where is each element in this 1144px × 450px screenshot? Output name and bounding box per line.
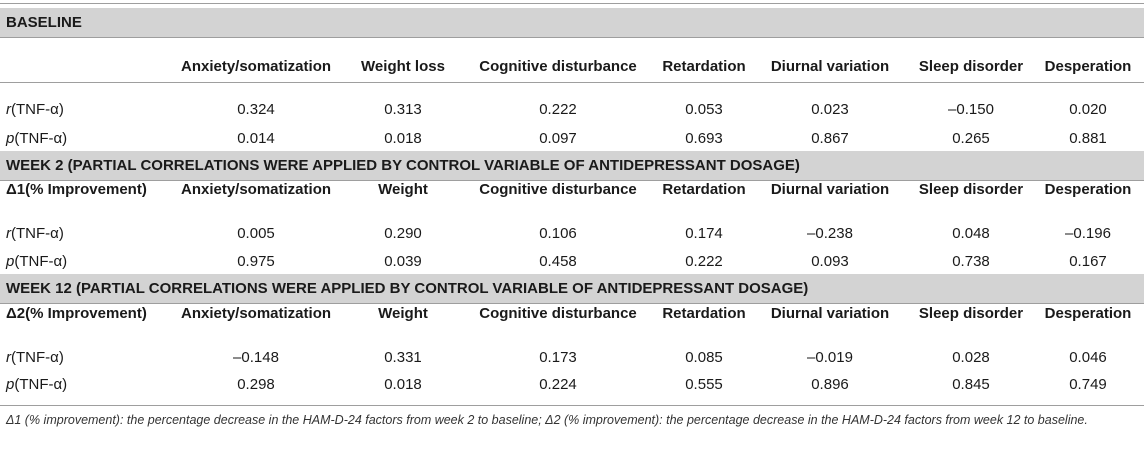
table-cell: 0.046 <box>1069 349 1107 366</box>
column-header: Cognitive disturbance <box>479 305 637 322</box>
column-header: Anxiety/somatization <box>180 305 332 322</box>
column-header: Retardation <box>662 305 746 322</box>
table-row: r(TNF-α) 0.324 0.313 0.222 0.053 0.023 –… <box>0 95 1144 125</box>
header-row-week2: Δ1(% Improvement) Anxiety/somatization W… <box>0 175 1144 205</box>
table-cell: 0.331 <box>384 349 422 366</box>
table-cell: 0.324 <box>237 101 275 118</box>
table-cell: 0.749 <box>1069 376 1107 393</box>
section-title-week2: WEEK 2 (PARTIAL CORRELATIONS WERE APPLIE… <box>0 151 1144 181</box>
table-cell: 0.097 <box>539 130 577 147</box>
table-cell: 0.222 <box>539 101 577 118</box>
column-header: Anxiety/somatization <box>180 58 332 75</box>
table-row: p(TNF-α) 0.298 0.018 0.224 0.555 0.896 0… <box>0 370 1144 400</box>
table-cell: 0.018 <box>384 130 422 147</box>
table-cell: 0.265 <box>952 130 990 147</box>
column-header: Sleep disorder <box>918 305 1024 322</box>
table-row: p(TNF-α) 0.975 0.039 0.458 0.222 0.093 0… <box>0 247 1144 278</box>
table-cell: 0.023 <box>811 101 849 118</box>
column-header: Cognitive disturbance <box>479 181 637 198</box>
table-cell: –0.150 <box>948 101 994 118</box>
table-cell: 0.881 <box>1069 130 1107 147</box>
table-cell: 0.298 <box>237 376 275 393</box>
table-cell: –0.196 <box>1065 225 1111 242</box>
header-label: Δ2(% Improvement) <box>6 305 147 322</box>
table-cell: 0.738 <box>952 253 990 270</box>
table-cell: –0.148 <box>233 349 279 366</box>
column-header: Retardation <box>662 58 746 75</box>
column-header: Weight <box>378 305 428 322</box>
table-cell: 0.290 <box>384 225 422 242</box>
column-header: Weight loss <box>361 58 445 75</box>
table-cell: 0.093 <box>811 253 849 270</box>
column-header: Retardation <box>662 181 746 198</box>
row-label: p(TNF-α) <box>6 130 68 147</box>
table-cell: 0.005 <box>237 225 275 242</box>
column-header: Sleep disorder <box>918 58 1024 75</box>
column-header: Cognitive disturbance <box>479 58 637 75</box>
row-label: r(TNF-α) <box>6 101 64 118</box>
column-header: Anxiety/somatization <box>180 181 332 198</box>
table-cell: 0.313 <box>384 101 422 118</box>
row-label: p(TNF-α) <box>6 376 68 393</box>
table-row: r(TNF-α) –0.148 0.331 0.173 0.085 –0.019… <box>0 343 1144 373</box>
table-footnote: Δ1 (% improvement): the percentage decre… <box>6 413 1088 427</box>
table-cell: 0.555 <box>685 376 723 393</box>
column-header: Diurnal variation <box>770 58 890 75</box>
table-cell: 0.106 <box>539 225 577 242</box>
row-label: r(TNF-α) <box>6 349 64 366</box>
row-label: r(TNF-α) <box>6 225 64 242</box>
table-cell: 0.975 <box>237 253 275 270</box>
table-cell: 0.028 <box>952 349 990 366</box>
table-cell: 0.867 <box>811 130 849 147</box>
header-row-baseline: Anxiety/somatization Weight loss Cogniti… <box>0 52 1144 83</box>
table-cell: 0.018 <box>384 376 422 393</box>
column-header: Desperation <box>1044 305 1132 322</box>
table-cell: 0.085 <box>685 349 723 366</box>
column-header: Diurnal variation <box>770 305 890 322</box>
section-title-baseline: BASELINE <box>0 8 1144 38</box>
section-title-week12: WEEK 12 (PARTIAL CORRELATIONS WERE APPLI… <box>0 274 1144 304</box>
column-header: Desperation <box>1044 181 1132 198</box>
table-cell: 0.174 <box>685 225 723 242</box>
row-label: p(TNF-α) <box>6 253 68 270</box>
header-row-week12: Δ2(% Improvement) Anxiety/somatization W… <box>0 299 1144 329</box>
table-cell: 0.048 <box>952 225 990 242</box>
header-label: Δ1(% Improvement) <box>6 181 147 198</box>
table-cell: 0.222 <box>685 253 723 270</box>
column-header: Sleep disorder <box>918 181 1024 198</box>
table-cell: 0.053 <box>685 101 723 118</box>
table-cell: 0.845 <box>952 376 990 393</box>
table-cell: 0.039 <box>384 253 422 270</box>
table-cell: 0.458 <box>539 253 577 270</box>
table-row: r(TNF-α) 0.005 0.290 0.106 0.174 –0.238 … <box>0 219 1144 249</box>
column-header: Diurnal variation <box>770 181 890 198</box>
table-cell: 0.224 <box>539 376 577 393</box>
table-cell: 0.173 <box>539 349 577 366</box>
table-bottom-rule <box>0 405 1144 406</box>
table-cell: 0.693 <box>685 130 723 147</box>
column-header: Desperation <box>1044 58 1132 75</box>
table-cell: –0.019 <box>807 349 853 366</box>
column-header: Weight <box>378 181 428 198</box>
table-cell: 0.020 <box>1069 101 1107 118</box>
table-cell: 0.896 <box>811 376 849 393</box>
table-cell: –0.238 <box>807 225 853 242</box>
table-cell: 0.167 <box>1069 253 1107 270</box>
table-top-rule <box>0 3 1144 4</box>
table-cell: 0.014 <box>237 130 275 147</box>
